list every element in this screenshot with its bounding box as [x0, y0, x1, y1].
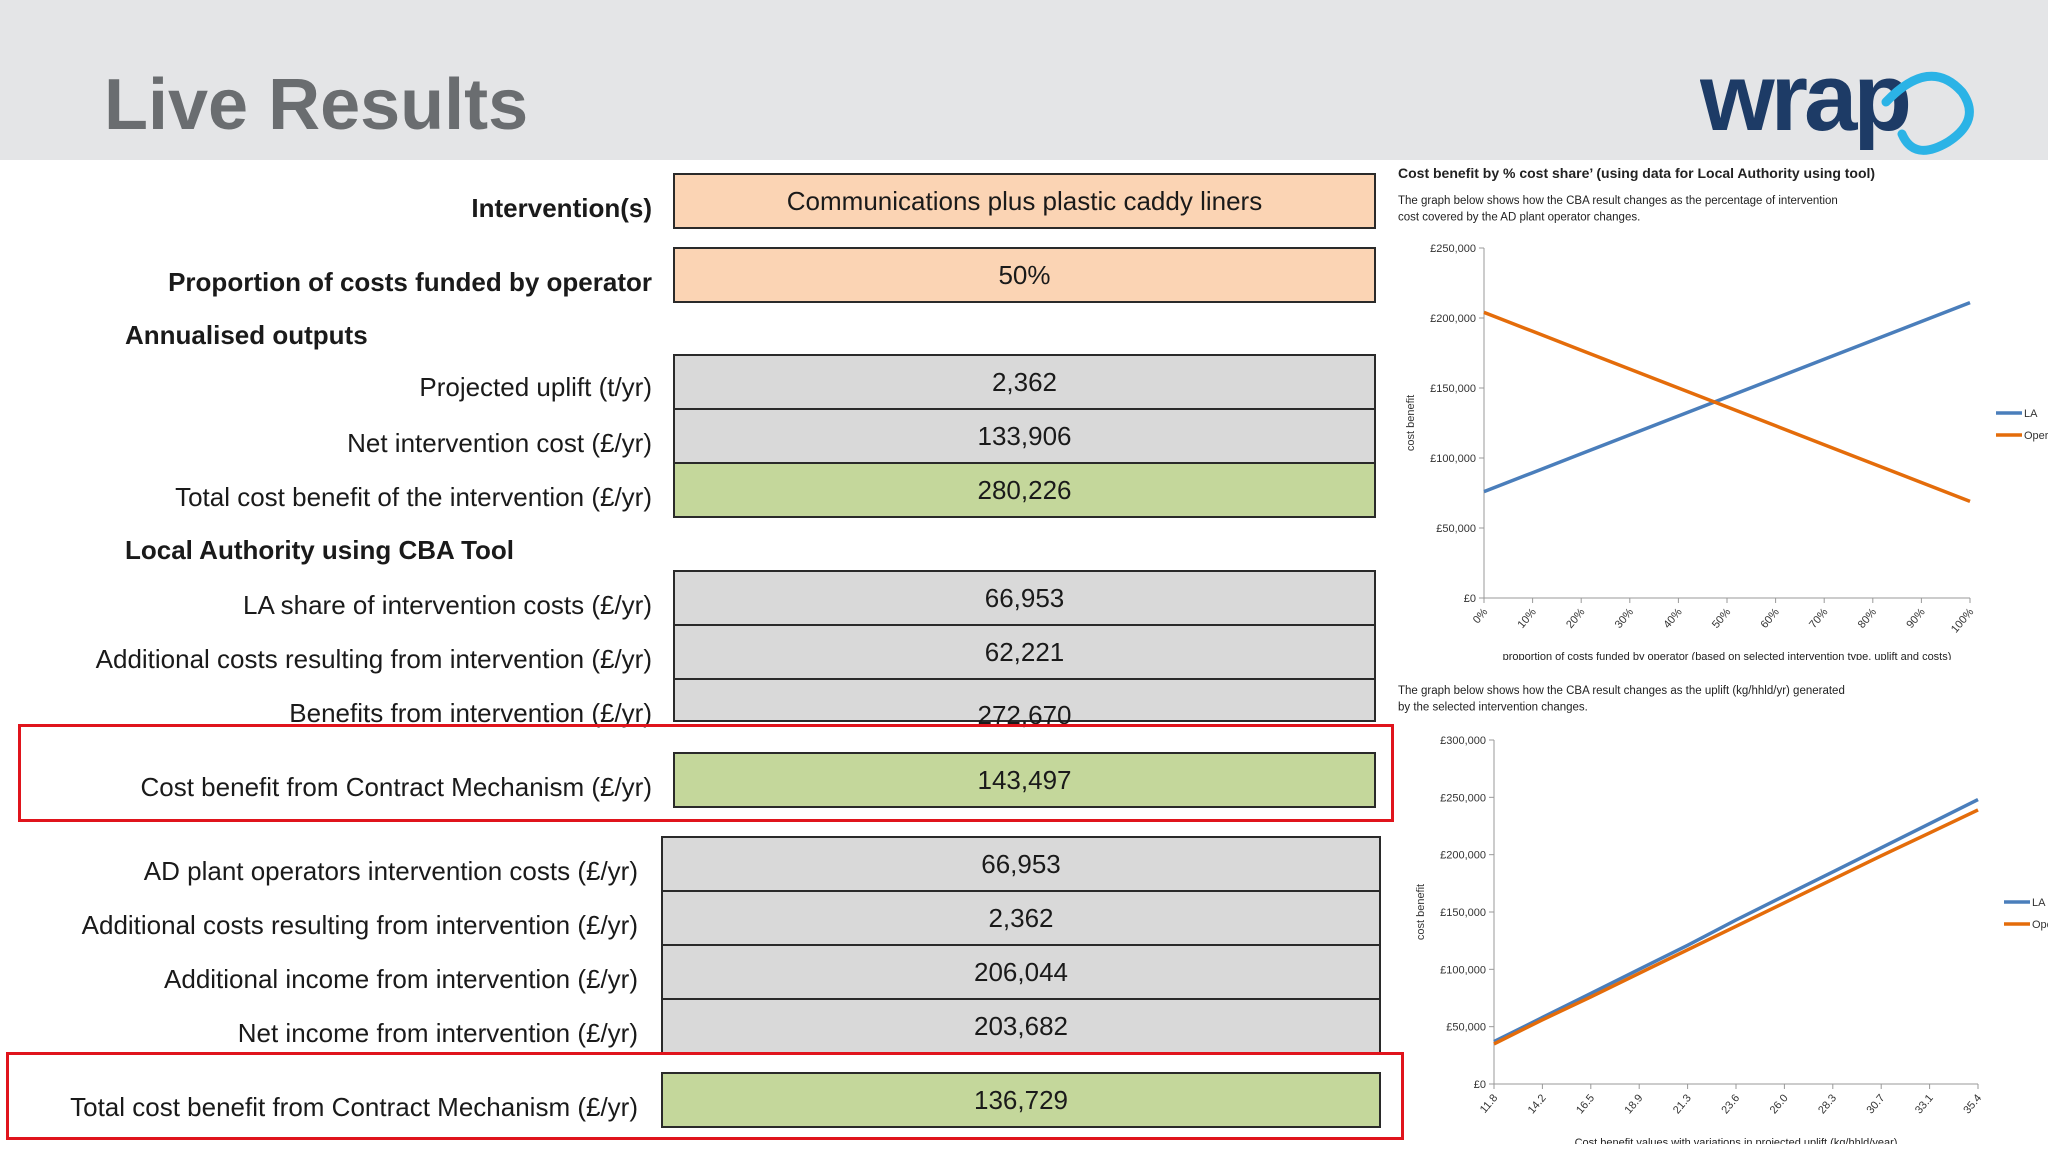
la-contract-value: 143,497 [673, 752, 1376, 808]
la-share-value: 66,953 [673, 570, 1376, 626]
x-tick-label: 0% [1471, 606, 1491, 626]
y-tick-label: £150,000 [1430, 383, 1476, 395]
x-tick-label: 60% [1759, 606, 1782, 631]
y-tick-label: £100,000 [1430, 453, 1476, 465]
x-tick-label: 11.8 [1478, 1092, 1500, 1115]
y-axis-label: cost benefit [1415, 884, 1427, 940]
y-tick-label: £50,000 [1436, 523, 1476, 535]
cost-share-chart: Cost benefit by % cost share’ (using dat… [1390, 160, 2048, 663]
series-line-la [1483, 300, 1971, 494]
x-tick-label: 33.1 [1913, 1092, 1936, 1116]
net-cost-label: Net intervention cost (£/yr) [347, 428, 652, 458]
x-tick-label: 21.3 [1671, 1092, 1694, 1116]
y-tick-label: £0 [1464, 593, 1476, 605]
wrap-logo: wrap [1699, 44, 1980, 167]
la-benefits-label: Benefits from intervention (£/yr) [289, 698, 652, 728]
x-tick-label: 80% [1856, 606, 1879, 631]
x-tick-label: 18.9 [1623, 1092, 1646, 1116]
y-tick-label: £150,000 [1440, 907, 1486, 919]
series-line-operator [1483, 310, 1971, 504]
y-tick-label: £250,000 [1440, 792, 1486, 804]
ad-additional-value: 2,362 [661, 890, 1381, 946]
y-tick-label: £300,000 [1440, 735, 1486, 747]
y-tick-label: £200,000 [1430, 313, 1476, 325]
y-tick-label: £0 [1474, 1079, 1486, 1091]
x-tick-label: 40% [1661, 606, 1684, 631]
projected-uplift-value: 2,362 [673, 354, 1376, 410]
x-tick-label: 14.2 [1526, 1092, 1549, 1116]
ad-total-label: Total cost benefit from Contract Mechani… [70, 1092, 638, 1122]
la-share-label: LA share of intervention costs (£/yr) [243, 590, 652, 620]
y-tick-label: £50,000 [1446, 1022, 1486, 1034]
ad-income-value: 206,044 [661, 944, 1381, 1000]
x-axis-label: Cost benefit values with variations in p… [1575, 1137, 1898, 1144]
svg-text:wrap: wrap [1700, 62, 1908, 151]
la-heading: Local Authority using CBA Tool [125, 535, 515, 565]
la-benefits-value: 272,670 [673, 678, 1376, 730]
series-line-la [1493, 798, 1979, 1044]
x-tick-label: 30.7 [1865, 1092, 1888, 1116]
x-tick-label: 100% [1949, 606, 1976, 635]
ad-total-value: 136,729 [661, 1072, 1381, 1128]
total-benefit-value: 280,226 [673, 462, 1376, 518]
series-line-operator [1493, 808, 1979, 1046]
ad-total-highlight [6, 1052, 1404, 1140]
chart-description: The graph below shows how the CBA result… [1398, 195, 1838, 207]
ad-net-income-value: 203,682 [661, 998, 1381, 1054]
x-tick-label: 28.3 [1816, 1092, 1839, 1116]
y-tick-label: £200,000 [1440, 850, 1486, 862]
la-additional-label: Additional costs resulting from interven… [95, 644, 652, 674]
legend-label-operator: Operator [2024, 430, 2048, 442]
uplift-chart: The graph below shows how the CBA result… [1390, 672, 2048, 1149]
x-tick-label: 26.0 [1768, 1092, 1791, 1116]
slide-title: Live Results [104, 65, 529, 145]
x-tick-label: 90% [1904, 606, 1927, 631]
x-tick-label: 16.5 [1574, 1092, 1597, 1116]
chart-description: by the selected intervention changes. [1398, 702, 1588, 714]
annualised-outputs-heading: Annualised outputs [125, 320, 368, 350]
chart-title: Cost benefit by % cost share’ (using dat… [1398, 165, 1875, 181]
x-tick-label: 70% [1807, 606, 1830, 631]
ad-income-label: Additional income from intervention (£/y… [164, 964, 638, 994]
ad-net-income-label: Net income from intervention (£/yr) [237, 1018, 638, 1048]
slide-header [0, 0, 2048, 160]
ad-additional-label: Additional costs resulting from interven… [81, 910, 638, 940]
ad-costs-value: 66,953 [661, 836, 1381, 892]
x-tick-label: 50% [1710, 606, 1733, 631]
y-tick-label: £100,000 [1440, 964, 1486, 976]
net-cost-value: 133,906 [673, 408, 1376, 464]
la-contract-highlight [18, 724, 1394, 822]
y-tick-label: £250,000 [1430, 243, 1476, 255]
proportion-field[interactable]: 50% [673, 247, 1376, 303]
y-axis-label: cost benefit [1405, 395, 1417, 451]
legend-label-la: LA [2032, 897, 2046, 909]
la-additional-value: 62,221 [673, 624, 1376, 680]
x-tick-label: 35.4 [1961, 1092, 1984, 1116]
x-tick-label: 23.6 [1719, 1092, 1742, 1116]
x-tick-label: 30% [1613, 606, 1636, 631]
chart-description: The graph below shows how the CBA result… [1398, 685, 1845, 697]
ad-costs-label: AD plant operators intervention costs (£… [143, 856, 638, 886]
projected-uplift-label: Projected uplift (t/yr) [419, 372, 652, 402]
proportion-label: Proportion of costs funded by operator [168, 267, 652, 297]
chart-description: cost covered by the AD plant operator ch… [1398, 212, 1640, 224]
legend-label-operator: Operator [2032, 919, 2048, 931]
x-tick-label: 20% [1564, 606, 1587, 631]
x-tick-label: 10% [1516, 606, 1539, 631]
total-benefit-label: Total cost benefit of the intervention (… [175, 482, 652, 512]
legend-label-la: LA [2024, 408, 2038, 420]
interventions-field[interactable]: Communications plus plastic caddy liners [673, 173, 1376, 229]
la-contract-label: Cost benefit from Contract Mechanism (£/… [140, 772, 653, 802]
interventions-label: Intervention(s) [471, 193, 652, 223]
x-axis-label: proportion of costs funded by operator (… [1503, 651, 1952, 660]
